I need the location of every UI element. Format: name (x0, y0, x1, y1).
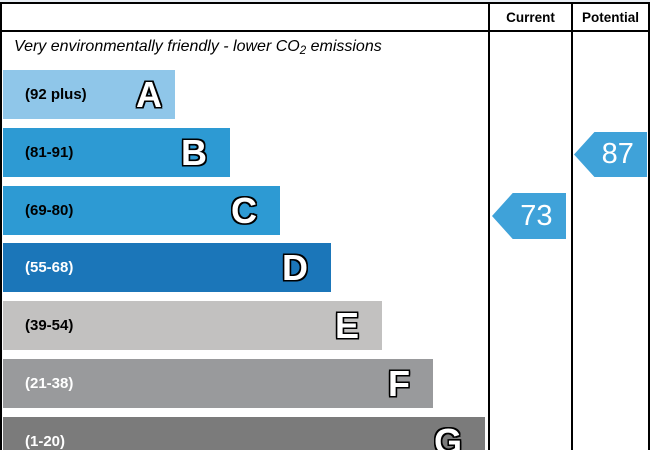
current-rating-arrow: 73 (492, 193, 566, 239)
band-range-label: (39-54) (25, 317, 74, 334)
band-range-label: (81-91) (25, 144, 74, 161)
potential-column-header: Potential (581, 9, 639, 25)
band-range-label: (69-80) (25, 202, 74, 219)
band-range-label: (1-20) (25, 433, 66, 450)
chart-title-subscript: 2 (299, 44, 307, 57)
band-row-e: (39-54) E (3, 301, 382, 350)
chart-title: Very environmentally friendly - lower CO… (14, 38, 382, 57)
band-range-label: (21-38) (25, 375, 74, 392)
band-range-label: (55-68) (25, 259, 74, 276)
potential-rating-arrow: 87 (574, 132, 647, 177)
band-letter: D (281, 246, 309, 288)
band-row-c: (69-80) C (3, 186, 280, 235)
band-row-b: (81-91) B (3, 128, 230, 177)
top-edge-strip (0, 0, 650, 2)
chart-title-suffix: emissions (306, 38, 382, 55)
band-row-d: (55-68) D (3, 243, 331, 292)
current-column-header: Current (506, 9, 555, 25)
band-letter: B (180, 131, 208, 173)
chart-border-right (648, 2, 650, 450)
chart-title-text: Very environmentally friendly - lower CO (14, 38, 300, 55)
band-letter: F (387, 362, 411, 404)
chart-border-left (0, 2, 2, 450)
band-range-label: (92 plus) (25, 86, 87, 103)
chart-border-top (0, 2, 650, 4)
potential-column-divider (571, 2, 573, 450)
band-letter: A (135, 73, 163, 115)
current-column-divider (488, 2, 490, 450)
band-letter: E (334, 304, 360, 346)
band-row-a: (92 plus) A (3, 70, 175, 119)
band-row-g: (1-20) G (3, 417, 485, 450)
band-row-f: (21-38) F (3, 359, 433, 408)
current-rating-value: 73 (520, 199, 553, 232)
potential-rating-value: 87 (601, 138, 634, 170)
header-separator-line (0, 30, 650, 32)
band-letter: C (230, 189, 258, 231)
band-letter: G (433, 420, 463, 450)
